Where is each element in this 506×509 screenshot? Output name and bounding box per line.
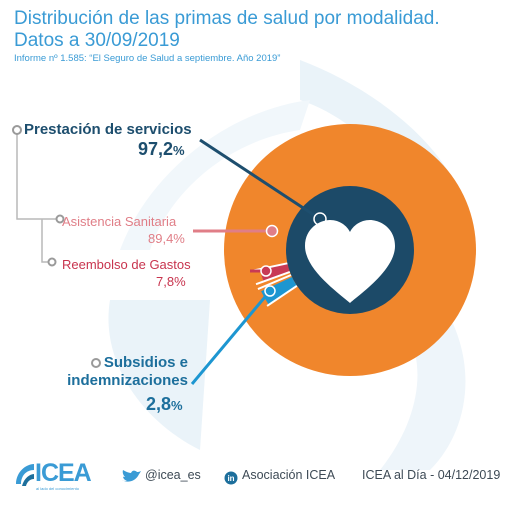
linkedin-name[interactable]: Asociación ICEA [242, 468, 336, 482]
label-reembolso: Reembolso de Gastos [62, 257, 191, 272]
value-asistencia: 89,4% [148, 231, 185, 246]
twitter-handle[interactable]: @icea_es [145, 468, 201, 482]
slice-separator [266, 284, 298, 307]
chart-subtitle: Informe nº 1.585: “El Seguro de Salud a … [14, 53, 281, 64]
bullet-subsidios [91, 358, 101, 368]
bullet-prestacion [12, 125, 22, 135]
connector-lines [12, 125, 327, 385]
icea-logo-icon [16, 464, 34, 486]
connector-subsidios [190, 290, 272, 385]
label-subsidios: Subsidios e indemnizaciones [67, 354, 188, 390]
icea-logo-text: ICEA [35, 459, 92, 487]
bullet-asistencia [55, 214, 65, 224]
tree-lines-2 [41, 219, 52, 263]
label-asistencia: Asistencia Sanitaria [62, 214, 177, 229]
value-reembolso: 7,8% [156, 274, 186, 289]
value-subsidios-number: 2,8 [146, 394, 172, 414]
tree-lines [16, 130, 42, 220]
heart-icon [305, 220, 395, 303]
value-prestacion: 97,2% [138, 139, 185, 160]
connector-dot-asistencia [265, 224, 279, 238]
connector-prestacion [199, 138, 321, 221]
bullet-reembolso [47, 257, 57, 267]
connector-dot-subsidios [264, 285, 276, 297]
slice-separator [257, 274, 292, 290]
value-subsidios-unit: % [171, 398, 183, 413]
slice-separator [255, 270, 291, 286]
twitter-icon [122, 470, 141, 482]
connector-dot-reembolso [260, 265, 272, 277]
slice-subsidios [261, 276, 297, 305]
svg-text:in: in [227, 474, 234, 483]
value-prestacion-number: 97,2 [138, 139, 174, 159]
chart-title: Distribución de las primas de salud por … [14, 8, 440, 51]
label-prestacion: Prestación de servicios [24, 121, 192, 138]
icea-logo-tagline: al lado del conocimiento [36, 486, 79, 491]
linkedin-icon: in [224, 471, 238, 485]
value-subsidios: 2,8% [146, 394, 183, 415]
label-subsidios-line2: indemnizaciones [67, 372, 188, 389]
label-subsidios-line1: Subsidios e [103, 354, 188, 371]
value-prestacion-unit: % [173, 143, 185, 158]
footer-date: ICEA al Día - 04/12/2019 [362, 468, 501, 482]
